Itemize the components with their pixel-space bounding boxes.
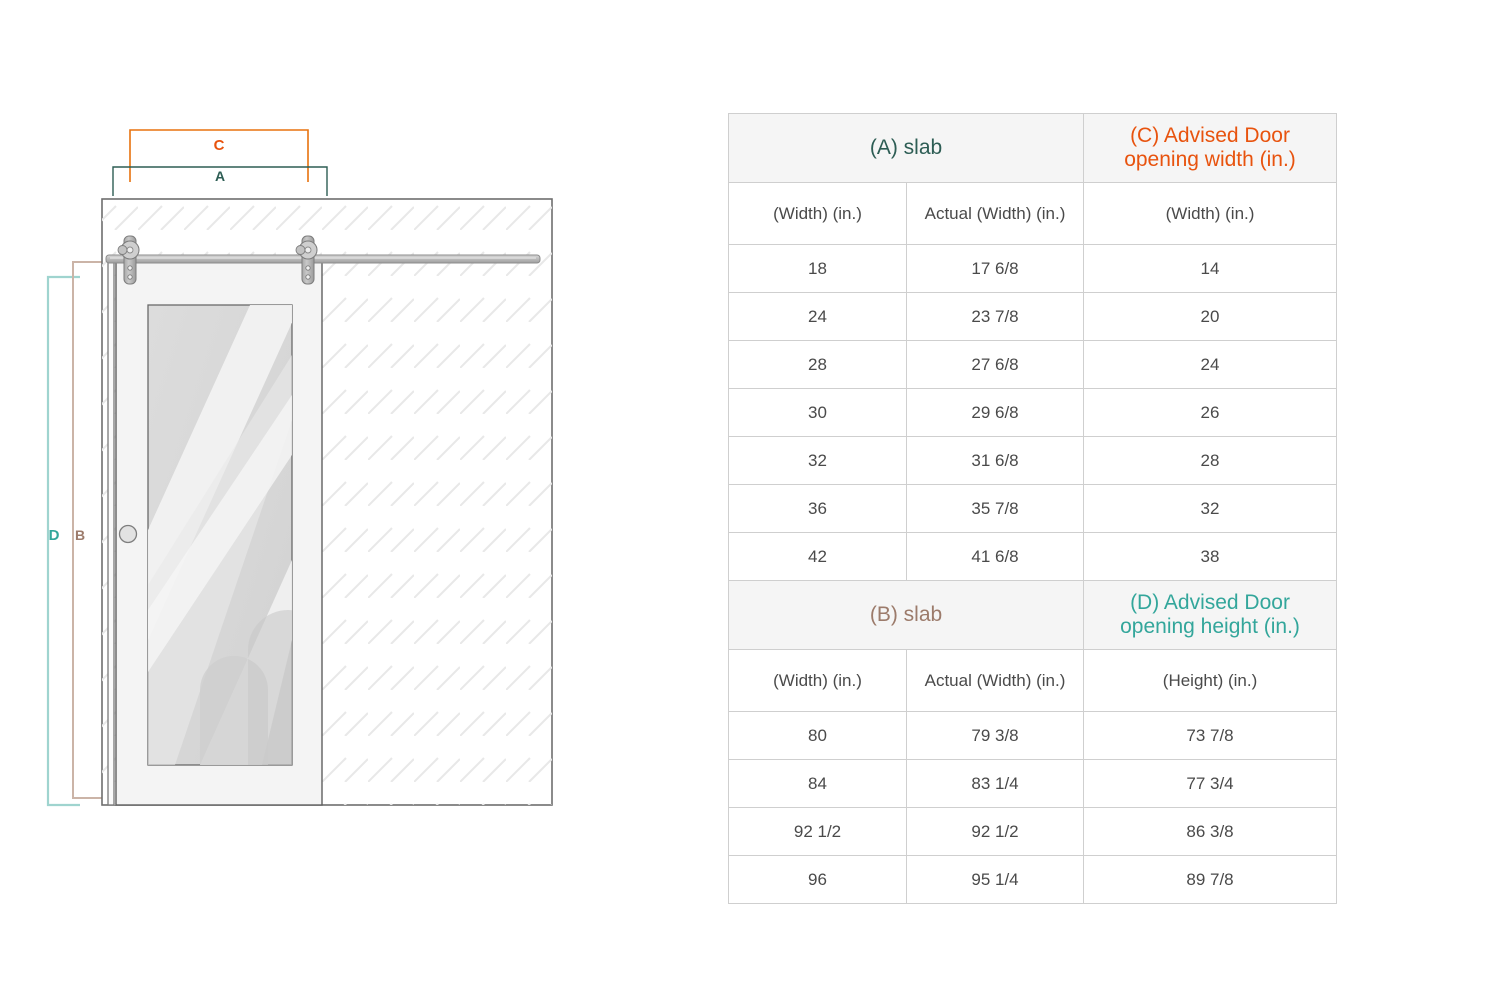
- table-row: 96 95 1/4 89 7/8: [728, 855, 1338, 904]
- cell-width-actual: 17 6/8: [905, 244, 1085, 293]
- dimension-label-c: C: [214, 137, 225, 154]
- roller-hanger-left: [117, 235, 140, 285]
- cell-width-nominal: 36: [728, 484, 907, 533]
- door-glass-panel: [147, 304, 293, 766]
- col-header-width-nominal: (Width) (in.): [728, 182, 907, 245]
- cell-width-actual: 41 6/8: [905, 532, 1085, 581]
- table-row: 80 79 3/8 73 7/8: [728, 711, 1338, 760]
- dimension-label-a: A: [215, 168, 225, 184]
- table-row: 36 35 7/8 32: [728, 484, 1338, 533]
- cell-opening-width: 38: [1083, 532, 1338, 581]
- cell-opening-height: 89 7/8: [1083, 855, 1338, 904]
- cell-height-nominal: 92 1/2: [728, 807, 907, 856]
- table-row: 84 83 1/4 77 3/4: [728, 759, 1338, 808]
- group-header-d-opening-height: (D) Advised Door opening height (in.): [1083, 580, 1338, 650]
- column-header-row-2: (Width) (in.) Actual (Width) (in.) (Heig…: [728, 649, 1338, 712]
- cell-width-nominal: 24: [728, 292, 907, 341]
- glass-reflection-group: [148, 305, 292, 765]
- size-chart-tables: (A) slab (C) Advised Door opening width …: [727, 113, 1338, 904]
- col-header-opening-height: (Height) (in.): [1083, 649, 1338, 712]
- door-diagram: C A D B: [0, 0, 620, 900]
- table-row: 24 23 7/8 20: [728, 292, 1338, 341]
- barn-door-track-rail: [105, 254, 541, 264]
- cell-opening-width: 32: [1083, 484, 1338, 533]
- door-handle: [118, 524, 138, 544]
- column-header-row-1: (Width) (in.) Actual (Width) (in.) (Widt…: [728, 182, 1338, 245]
- col-header-height-actual: Actual (Width) (in.): [905, 649, 1085, 712]
- size-table-width: (A) slab (C) Advised Door opening width …: [727, 113, 1338, 904]
- cell-height-nominal: 80: [728, 711, 907, 760]
- table-row: 42 41 6/8 38: [728, 532, 1338, 581]
- table-row: 18 17 6/8 14: [728, 244, 1338, 293]
- cell-opening-width: 24: [1083, 340, 1338, 389]
- table-row: 30 29 6/8 26: [728, 388, 1338, 437]
- cell-height-actual: 92 1/2: [905, 807, 1085, 856]
- dimension-bracket-a: [112, 166, 328, 196]
- cell-height-actual: 95 1/4: [905, 855, 1085, 904]
- dimension-bracket-d: [46, 275, 80, 807]
- roller-hanger-right: [295, 235, 318, 285]
- col-header-height-nominal: (Width) (in.): [728, 649, 907, 712]
- dimension-bracket-b: [72, 261, 103, 799]
- cell-opening-height: 77 3/4: [1083, 759, 1338, 808]
- group-header-a-slab: (A) slab: [727, 113, 1085, 183]
- cell-opening-width: 26: [1083, 388, 1338, 437]
- cell-width-nominal: 28: [728, 340, 907, 389]
- cell-opening-width: 14: [1083, 244, 1338, 293]
- cell-width-nominal: 30: [728, 388, 907, 437]
- cell-height-nominal: 84: [728, 759, 907, 808]
- cell-height-nominal: 96: [728, 855, 907, 904]
- table-row: 32 31 6/8 28: [728, 436, 1338, 485]
- group-header-c-opening-width: (C) Advised Door opening width (in.): [1083, 113, 1338, 183]
- group-header-row-b-d: (B) slab (D) Advised Door opening height…: [727, 580, 1338, 650]
- cell-width-nominal: 32: [728, 436, 907, 485]
- table-row: 28 27 6/8 24: [728, 340, 1338, 389]
- group-header-row-a-c: (A) slab (C) Advised Door opening width …: [727, 113, 1338, 183]
- dimension-bracket-c: [129, 129, 309, 182]
- cell-width-actual: 29 6/8: [905, 388, 1085, 437]
- table-row: 92 1/2 92 1/2 86 3/8: [728, 807, 1338, 856]
- group-header-b-slab: (B) slab: [727, 580, 1085, 650]
- cell-height-actual: 79 3/8: [905, 711, 1085, 760]
- dimension-label-d: D: [49, 527, 60, 544]
- cell-opening-width: 20: [1083, 292, 1338, 341]
- cell-width-nominal: 42: [728, 532, 907, 581]
- cell-opening-height: 73 7/8: [1083, 711, 1338, 760]
- cell-opening-width: 28: [1083, 436, 1338, 485]
- cell-width-nominal: 18: [728, 244, 907, 293]
- col-header-width-actual: Actual (Width) (in.): [905, 182, 1085, 245]
- cell-height-actual: 83 1/4: [905, 759, 1085, 808]
- col-header-opening-width: (Width) (in.): [1083, 182, 1338, 245]
- cell-opening-height: 86 3/8: [1083, 807, 1338, 856]
- cell-width-actual: 35 7/8: [905, 484, 1085, 533]
- cell-width-actual: 31 6/8: [905, 436, 1085, 485]
- cell-width-actual: 23 7/8: [905, 292, 1085, 341]
- dimension-label-b: B: [75, 527, 85, 543]
- cell-width-actual: 27 6/8: [905, 340, 1085, 389]
